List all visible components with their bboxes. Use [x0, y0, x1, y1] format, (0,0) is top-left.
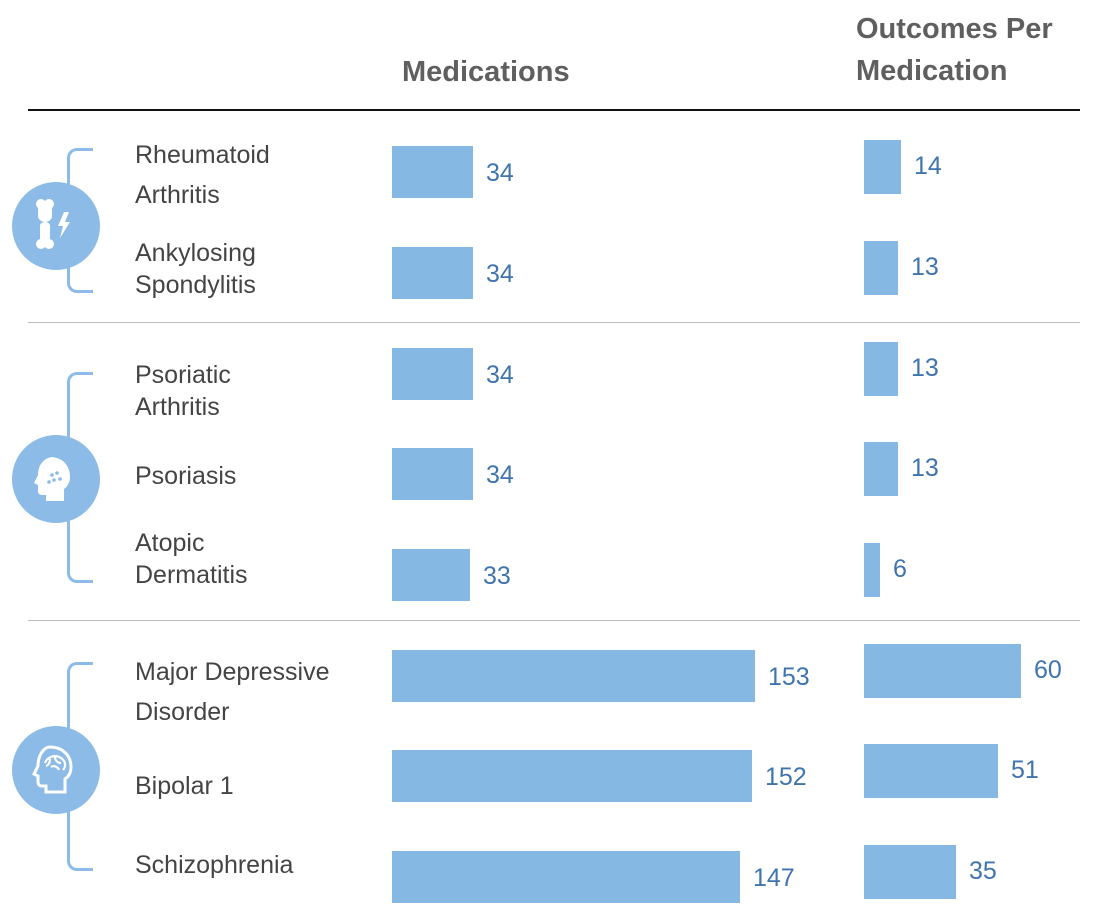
outcomes-bar [864, 744, 998, 798]
outcomes-bar [864, 442, 898, 496]
category-label: Schizophrenia [135, 851, 294, 879]
outcomes-value-label: 13 [911, 253, 939, 281]
medications-value-label: 34 [486, 260, 514, 288]
outcomes-bar [864, 543, 880, 597]
outcomes-bar [864, 241, 898, 295]
medications-bar [392, 650, 755, 702]
outcomes-value-label: 14 [914, 152, 942, 180]
category-label: Psoriatic Arthritis [135, 361, 231, 421]
group-separator [28, 322, 1080, 323]
outcomes-value-label: 6 [893, 555, 907, 583]
category-label: Psoriasis [135, 462, 237, 490]
medications-bar [392, 348, 473, 400]
outcomes-bar [864, 140, 901, 194]
medications-bar [392, 146, 473, 198]
category-label: Rheumatoid Arthritis [135, 141, 270, 209]
group-separator [28, 620, 1080, 621]
outcomes-value-label: 13 [911, 454, 939, 482]
medications-bar [392, 247, 473, 299]
outcomes-value-label: 35 [969, 857, 997, 885]
head-skin-icon [12, 435, 100, 523]
medications-value-label: 34 [486, 461, 514, 489]
header-rule [28, 109, 1080, 111]
outcomes-bar [864, 845, 956, 899]
header-outcomes-per-medication: Outcomes Per Medication [856, 13, 1053, 87]
medications-value-label: 33 [483, 562, 511, 590]
medications-value-label: 153 [768, 663, 810, 691]
medications-value-label: 34 [486, 159, 514, 187]
medications-bar [392, 851, 740, 903]
medications-value-label: 147 [753, 864, 795, 892]
medications-bar [392, 750, 752, 802]
medications-bar [392, 448, 473, 500]
category-label: Atopic Dermatitis [135, 529, 248, 589]
outcomes-value-label: 51 [1011, 756, 1039, 784]
outcomes-bar [864, 644, 1021, 698]
brain-head-icon [12, 726, 100, 814]
joint-icon [12, 182, 100, 270]
category-label: Ankylosing Spondylitis [135, 239, 256, 299]
category-label: Major Depressive Disorder [135, 658, 330, 726]
medications-bar [392, 549, 470, 601]
medications-value-label: 34 [486, 361, 514, 389]
outcomes-bar [864, 342, 898, 396]
outcomes-value-label: 13 [911, 354, 939, 382]
category-label: Bipolar 1 [135, 772, 234, 800]
medications-value-label: 152 [765, 763, 807, 791]
header-medications: Medications [402, 56, 570, 88]
outcomes-value-label: 60 [1034, 656, 1062, 684]
